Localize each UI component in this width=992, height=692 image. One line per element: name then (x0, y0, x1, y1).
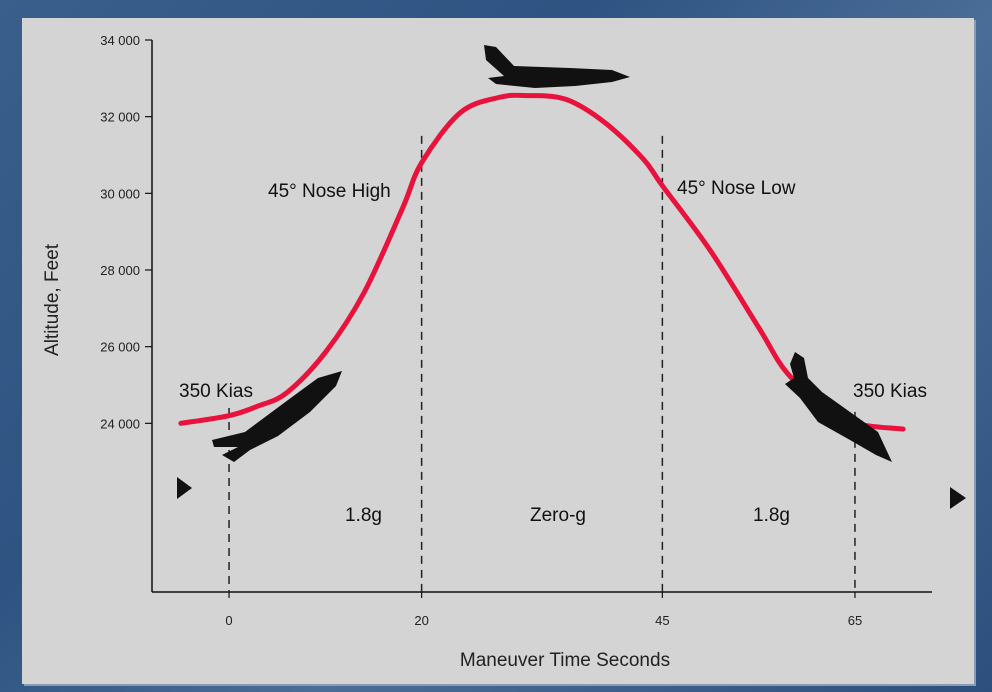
annotation-nose-high: 45° Nose High (268, 181, 391, 202)
annotation-kias-left: 350 Kias (179, 381, 253, 402)
x-tick-label: 45 (655, 613, 669, 628)
altitude-series-line (178, 92, 906, 432)
airplane-descent-icon (785, 352, 892, 462)
entry-arrow-icon (177, 477, 192, 499)
y-tick-label: 26 000 (100, 340, 140, 355)
x-tick-label: 20 (414, 613, 428, 628)
annotation-nose-low: 45° Nose Low (677, 178, 796, 199)
y-tick-label: 24 000 (100, 416, 140, 431)
annotation-zero-g: Zero-g (530, 505, 586, 526)
y-tick-label: 34 000 (100, 33, 140, 48)
x-tick-label: 65 (848, 613, 862, 628)
annotation-g-right: 1.8g (753, 505, 790, 526)
airplane-top-icon (484, 45, 630, 88)
annotation-kias-right: 350 Kias (853, 381, 927, 402)
chart-panel (22, 18, 974, 684)
exit-arrow-icon (950, 487, 966, 509)
y-tick-label: 30 000 (100, 186, 140, 201)
x-ticks: 0 20 45 65 (225, 592, 862, 628)
airplane-climb-icon (212, 371, 342, 462)
annotation-g-left: 1.8g (345, 505, 382, 526)
y-ticks: 24 000 26 000 28 000 30 000 32 000 34 000 (100, 33, 152, 431)
y-axis-title: Altitude, Feet (42, 243, 63, 356)
x-axis-title: Maneuver Time Seconds (460, 650, 670, 671)
x-tick-label: 0 (225, 613, 232, 628)
y-tick-label: 28 000 (100, 263, 140, 278)
y-tick-label: 32 000 (100, 110, 140, 125)
